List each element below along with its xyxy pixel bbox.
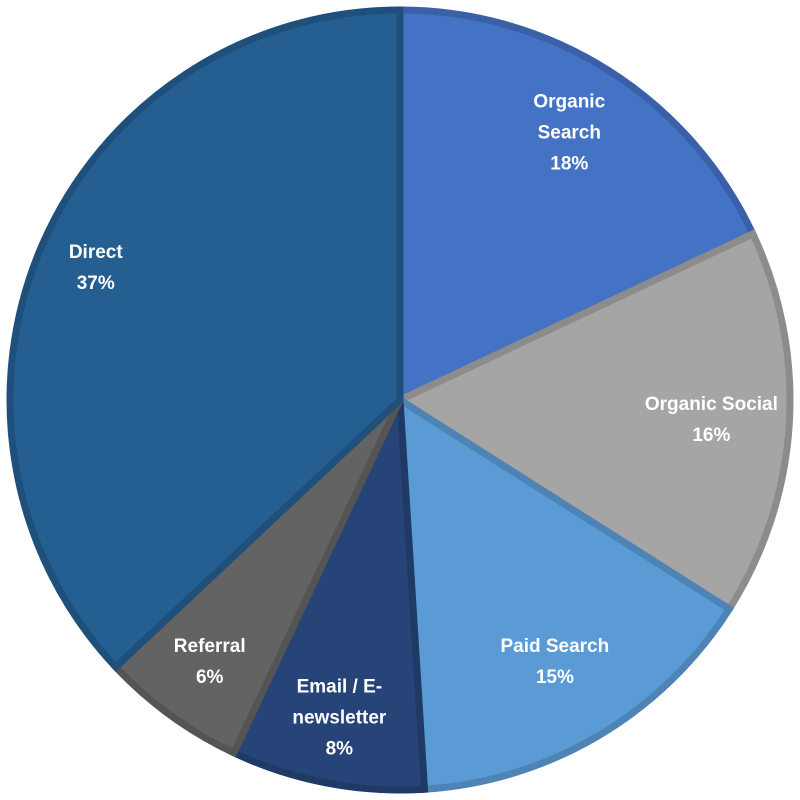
slice <box>396 6 758 406</box>
value-label: 6% <box>195 666 224 688</box>
slice <box>392 229 794 614</box>
slice-label: Email / E-newsletter 8% <box>269 671 409 764</box>
slice-label: Direct 37% <box>36 237 156 299</box>
slice-label: Organic Search 18% <box>514 87 624 180</box>
category-label: Organic Social <box>644 393 778 415</box>
category-label: Email / E-newsletter <box>292 676 387 729</box>
category-label: Paid Search <box>500 635 610 657</box>
slice <box>396 393 735 793</box>
slice <box>6 6 404 672</box>
category-label: Direct <box>68 242 123 264</box>
value-label: 16% <box>692 424 731 446</box>
slice <box>229 398 429 794</box>
value-label: 15% <box>535 666 574 688</box>
value-label: 18% <box>550 153 589 175</box>
slice-label: Organic Social 16% <box>621 389 800 451</box>
category-label: Organic Search <box>533 91 606 144</box>
value-label: 37% <box>76 273 115 295</box>
category-label: Referral <box>173 635 246 657</box>
value-label: 8% <box>325 738 354 760</box>
slice-label: Referral 6% <box>150 631 270 693</box>
slice-label: Paid Search 15% <box>465 631 645 693</box>
